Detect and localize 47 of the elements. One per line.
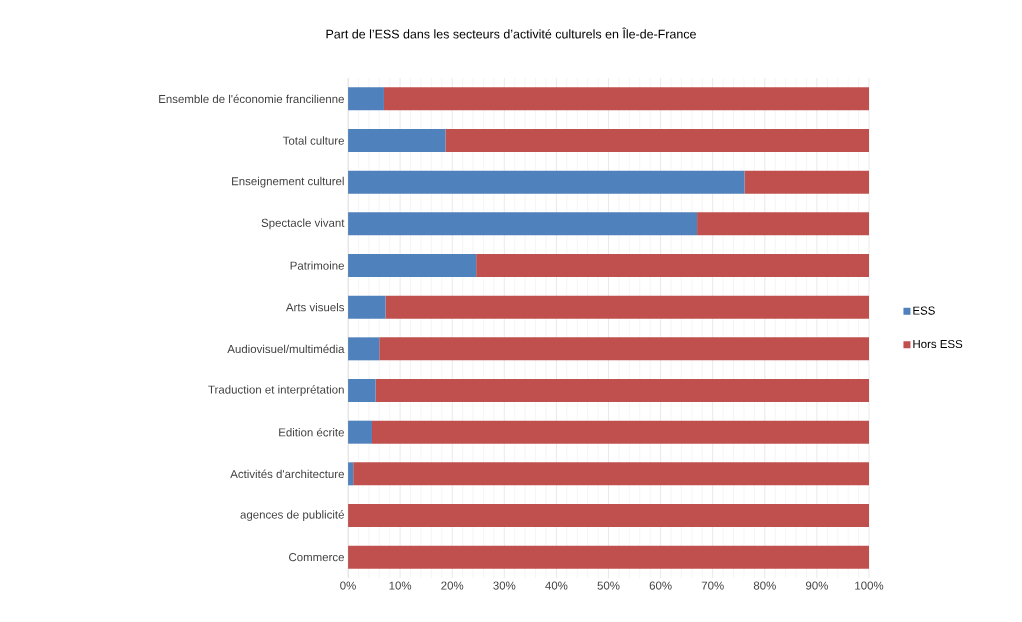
- x-tick-label: 60%: [649, 581, 672, 590]
- y-tick-label: Enseignement culturel: [232, 176, 344, 188]
- x-tick-label: 30%: [493, 581, 516, 590]
- bar: [348, 87, 384, 111]
- x-tick-label: 40%: [545, 581, 568, 590]
- bar: [383, 87, 870, 111]
- bar: [445, 129, 870, 152]
- bar: [744, 170, 870, 194]
- bar: [348, 212, 698, 236]
- bar: [379, 337, 870, 361]
- bar: [348, 337, 380, 361]
- y-tick-label: Total culture: [282, 136, 344, 145]
- bar: [375, 379, 870, 402]
- bar: [348, 170, 745, 194]
- bar: [348, 545, 870, 569]
- bar: [348, 254, 477, 277]
- legend-label: Hors ESS: [913, 340, 963, 349]
- legend-label: ESS: [913, 306, 935, 315]
- y-tick-label: Patrimoine: [290, 261, 344, 270]
- y-tick-label: Traduction et interprétation: [208, 385, 344, 396]
- bar: [348, 504, 870, 527]
- bar: [348, 129, 446, 152]
- y-tick-label: Ensemble de l'économie francilienne: [159, 94, 344, 104]
- x-tick-label: 90%: [805, 581, 828, 590]
- bar: [348, 420, 372, 444]
- bar: [353, 462, 870, 486]
- x-tick-label: 10%: [389, 581, 412, 590]
- y-tick-label: Arts visuels: [285, 302, 345, 312]
- x-tick-label: 0%: [340, 581, 356, 590]
- bar: [348, 295, 386, 319]
- y-tick-label: agences de publicité: [240, 510, 344, 521]
- bar: [348, 379, 376, 402]
- y-tick-label: Commerce: [289, 553, 344, 562]
- bar: [697, 212, 870, 236]
- bar: [371, 420, 870, 444]
- x-tick-label: 50%: [597, 581, 620, 590]
- x-tick-label: 80%: [753, 581, 776, 590]
- chart-title: Part de l’ESS dans les secteurs d’activité culturels en Île-de-France: [326, 27, 696, 39]
- y-tick-label: Activités d'architecture: [230, 469, 344, 479]
- y-tick-label: Edition écrite: [279, 427, 344, 437]
- bar: [476, 254, 870, 277]
- bar: [385, 295, 870, 319]
- x-tick-label: 70%: [701, 581, 724, 590]
- y-tick-label: Spectacle vivant: [261, 218, 345, 230]
- x-tick-label: 100%: [855, 581, 884, 590]
- y-tick-label: Audiovisuel/multimédia: [227, 344, 345, 354]
- x-tick-label: 20%: [441, 581, 464, 590]
